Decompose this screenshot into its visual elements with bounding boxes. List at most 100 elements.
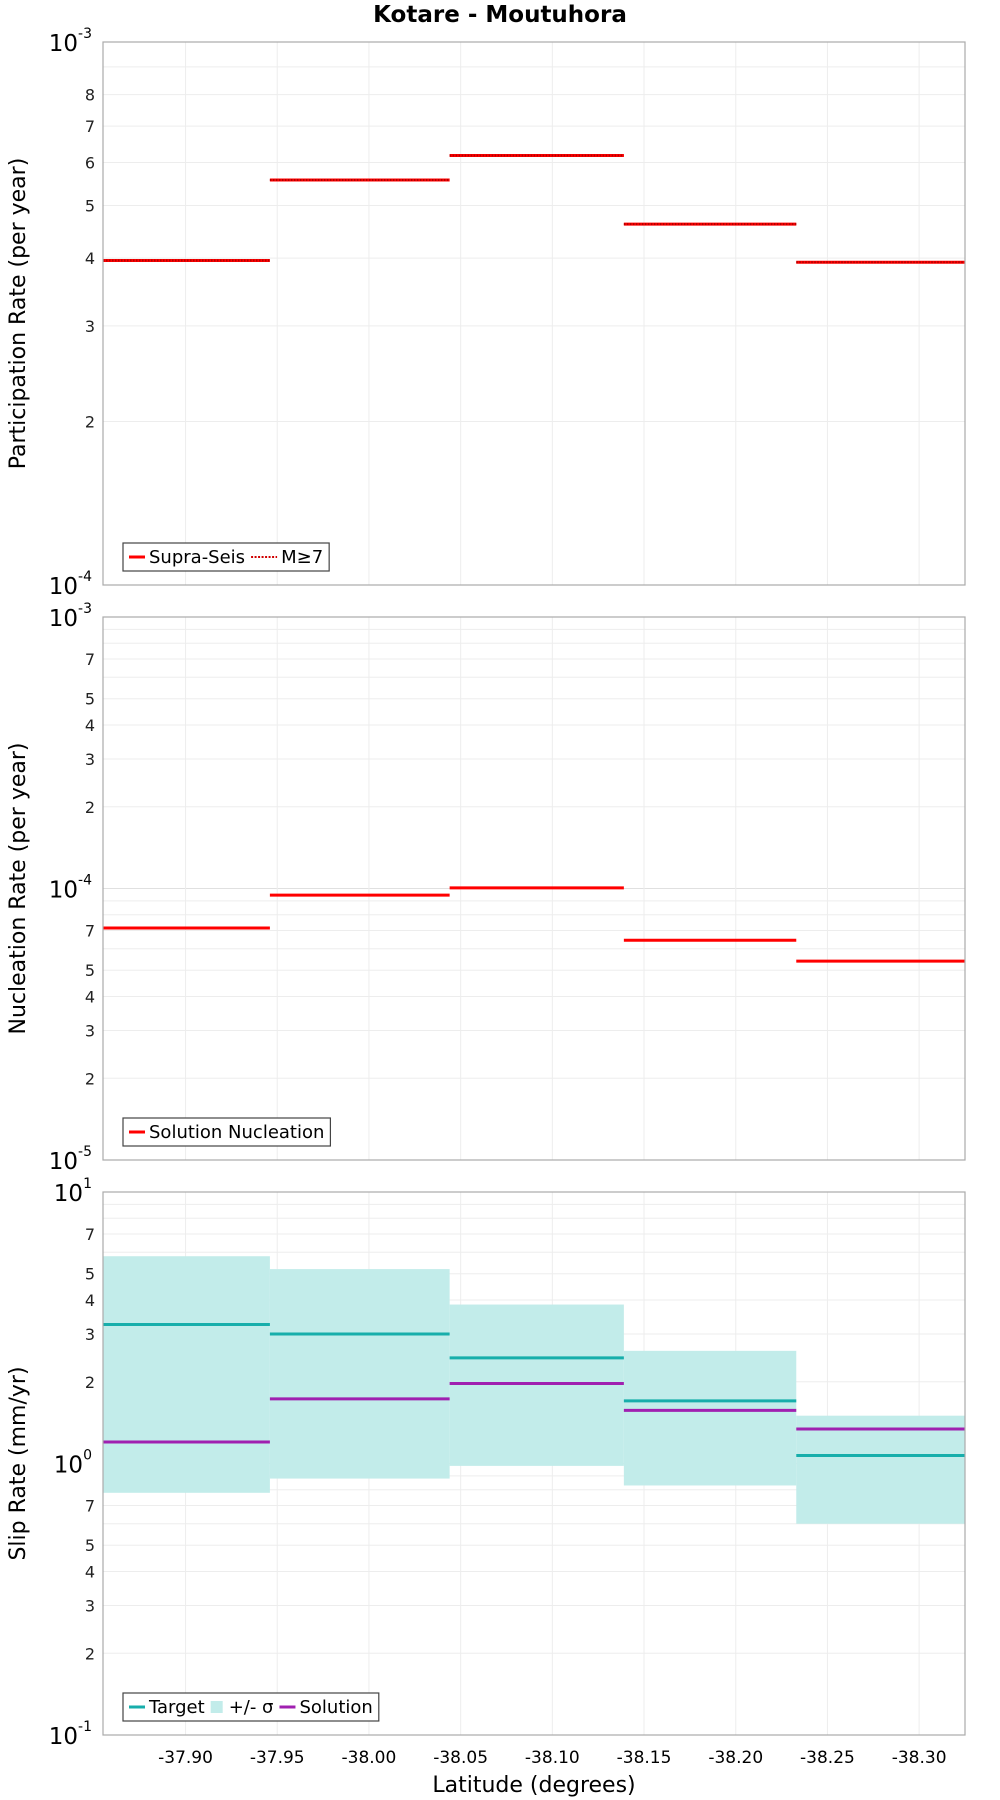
x-tick-label: -37.95 [250, 1748, 305, 1768]
sigma-band [796, 1415, 965, 1524]
x-axis-label: Latitude (degrees) [432, 1773, 635, 1798]
y-tick-label: 5 [85, 690, 95, 709]
x-tick-label: -38.25 [800, 1748, 855, 1768]
y-tick-label: 6 [85, 153, 95, 172]
y-decade-base: 10 [54, 1181, 83, 1207]
legend-label: Solution Nucleation [149, 1122, 324, 1143]
y-tick-label: 5 [85, 1536, 95, 1555]
sigma-band [623, 1350, 797, 1486]
x-tick-label: -37.90 [158, 1748, 213, 1768]
y-decade-base: 10 [49, 606, 78, 632]
series-solution-nucleation [103, 886, 965, 963]
y-tick-label: 7 [85, 1497, 95, 1516]
y-tick-label: 5 [85, 196, 95, 215]
y-decade-exponent: -1 [78, 1719, 92, 1735]
y-tick-label: 7 [85, 922, 95, 941]
y-tick-label: 5 [85, 1265, 95, 1284]
legend-item: Target [129, 1697, 205, 1718]
y-decade-label: 10-1 [49, 1719, 92, 1750]
y-tick-label: 4 [85, 249, 95, 268]
y-tick-label: 2 [85, 1644, 95, 1663]
y-decade-label: 10-4 [49, 873, 92, 904]
x-tick-label: -38.20 [708, 1748, 763, 1768]
sigma-band [103, 1256, 270, 1493]
y-axis-label: Nucleation Rate (per year) [6, 743, 31, 1035]
y-decade-exponent: -5 [78, 1144, 92, 1160]
legend-frame [122, 1117, 332, 1147]
y-decade-exponent: 0 [83, 1448, 92, 1464]
x-tick-label: -38.10 [525, 1748, 580, 1768]
y-decade-base: 10 [49, 1724, 78, 1750]
y-tick-label: 4 [85, 716, 95, 735]
y-decade-label: 10-3 [49, 601, 92, 632]
legend: Solution Nucleation [122, 1117, 332, 1147]
legend-label: +/- σ [229, 1697, 274, 1718]
y-decade-base: 10 [49, 31, 78, 57]
y-decade-base: 10 [49, 878, 78, 904]
series-m-7 [103, 154, 965, 264]
x-tick-label: -38.30 [892, 1748, 947, 1768]
legend-item: Supra-Seis [129, 547, 245, 568]
y-tick-label: 3 [85, 1021, 95, 1040]
y-tick-label: 4 [85, 1563, 95, 1582]
y-decade-exponent: -3 [78, 26, 92, 42]
y-decade-base: 10 [54, 1453, 83, 1479]
legend-item: M≥7 [251, 547, 323, 568]
legend: Target +/- σ Solution [122, 1692, 380, 1722]
y-tick-label: 3 [85, 1325, 95, 1344]
y-axis-label: Participation Rate (per year) [6, 158, 31, 470]
y-decade-base: 10 [49, 1149, 78, 1175]
legend-swatch [210, 1701, 223, 1713]
y-tick-label: 8 [85, 86, 95, 105]
sigma-band [449, 1304, 624, 1466]
y-decade-exponent: -3 [78, 601, 92, 617]
y-decade-label: 100 [54, 1448, 92, 1479]
y-tick-label: 3 [85, 317, 95, 336]
y-decade-exponent: 1 [83, 1176, 92, 1192]
legend-item: Solution Nucleation [129, 1122, 324, 1143]
y-tick-label: 2 [85, 798, 95, 817]
legend-label: M≥7 [281, 547, 323, 568]
legend: Supra-Seis M≥7 [122, 542, 330, 572]
y-tick-label: 5 [85, 961, 95, 980]
legend-frame [122, 542, 330, 572]
y-tick-label: 4 [85, 988, 95, 1007]
y-decade-label: 10-4 [49, 569, 92, 600]
y-tick-label: 2 [85, 1069, 95, 1088]
legend-item: +/- σ [210, 1697, 274, 1718]
grid [103, 42, 965, 586]
y-decade-label: 10-5 [49, 1144, 92, 1175]
x-tick-label: -38.00 [342, 1748, 397, 1768]
y-tick-label: 2 [85, 413, 95, 432]
y-axis-label: Slip Rate (mm/yr) [6, 1366, 31, 1560]
y-decade-exponent: -4 [78, 569, 92, 585]
legend-label: Solution [299, 1697, 372, 1718]
y-tick-label: 7 [85, 1225, 95, 1244]
y-tick-label: 4 [85, 1291, 95, 1310]
plot-frame [102, 616, 966, 1161]
y-decade-label: 101 [54, 1176, 92, 1207]
chart-title: Kotare - Moutuhora [373, 2, 627, 28]
y-tick-label: 3 [85, 750, 95, 769]
series-target [103, 1323, 965, 1458]
y-decade-base: 10 [49, 574, 78, 600]
plot-background [103, 42, 965, 585]
y-decade-label: 10-3 [49, 26, 92, 57]
plot-frame [102, 1191, 966, 1736]
series-solution [103, 1382, 965, 1444]
y-tick-label: 3 [85, 1596, 95, 1615]
sigma-band [269, 1269, 450, 1479]
y-tick-label: 7 [85, 650, 95, 669]
x-tick-label: -38.15 [617, 1748, 672, 1768]
y-tick-label: 2 [85, 1373, 95, 1392]
plot-frame [102, 41, 966, 586]
legend-label: Target [148, 1697, 205, 1718]
y-decade-exponent: -4 [78, 873, 92, 889]
y-tick-label: 7 [85, 117, 95, 136]
legend-frame [122, 1692, 380, 1722]
legend-label: Supra-Seis [149, 547, 245, 568]
